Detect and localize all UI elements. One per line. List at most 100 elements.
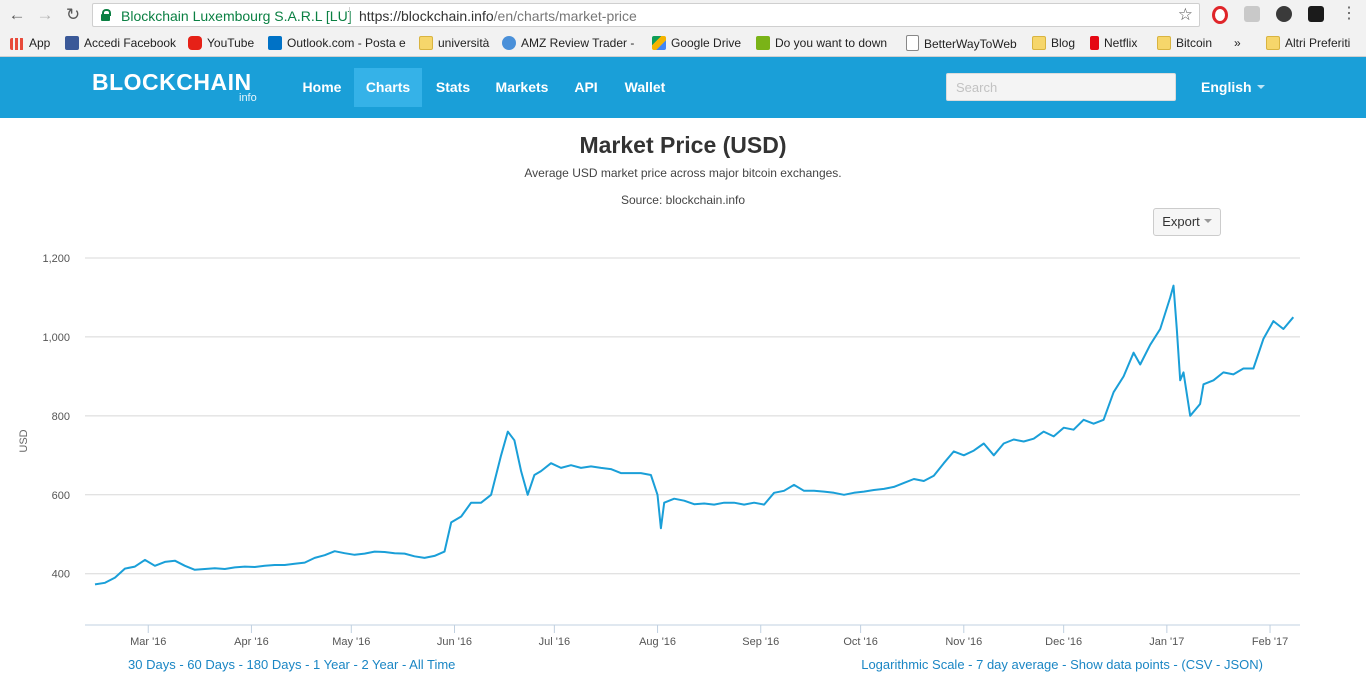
x-tick-label: Apr '16 [234,636,269,648]
search-input[interactable] [946,73,1176,101]
y-tick-label: 800 [52,411,70,423]
nav-charts[interactable]: Charts [354,68,422,107]
outlook-icon [268,36,282,50]
bookmark-universita[interactable]: università [419,35,489,53]
bookmark-star-icon[interactable]: ☆ [1177,5,1193,24]
bookmark-altri-preferiti[interactable]: Altri Preferiti [1266,35,1350,53]
x-tick-label: May '16 [332,636,370,648]
range-180-days[interactable]: 180 Days [246,657,302,672]
nav-home[interactable]: Home [302,79,342,95]
range-60-days[interactable]: 60 Days [187,657,235,672]
bookmark-label: università [438,36,490,50]
bookmark-label: Netflix [1104,36,1138,50]
nav-markets[interactable]: Markets [495,79,549,95]
bookmarks-overflow[interactable]: » [1234,35,1241,53]
show-data-points-link[interactable]: Show data points [1070,657,1170,672]
folder-icon [1032,36,1046,50]
folder-icon [419,36,433,50]
nav-api[interactable]: API [574,79,598,95]
y-tick-label: 600 [52,490,70,502]
address-bar[interactable]: Blockchain Luxembourg S.A.R.L [LU] https… [92,3,1200,27]
range-1-year[interactable]: 1 Year [313,657,350,672]
bookmark-label: Outlook.com - Posta e [287,36,406,50]
bookmark-download[interactable]: Do you want to down [756,35,892,53]
folder-icon [1157,36,1171,50]
bookmark-betterwaytoweb[interactable]: BetterWayToWeb [906,35,1017,53]
bookmark-outlook[interactable]: Outlook.com - Posta e [268,35,406,53]
y-tick-label: 1,200 [42,253,70,265]
extension-tb-icon[interactable] [1244,6,1260,22]
chart-source: Source: blockchain.info [620,193,746,207]
url-path: /en/charts/market-price [493,8,637,24]
language-label: English [1201,79,1252,95]
chart-title: Market Price (USD) [579,132,787,158]
bookmark-label: BetterWayToWeb [924,37,1017,51]
y-tick-label: 1,000 [42,332,70,344]
bookmark-youtube[interactable]: YouTube [188,35,254,53]
x-tick-label: Jan '17 [1149,636,1184,648]
bookmark-label: YouTube [207,36,255,50]
bookmark-drive[interactable]: Google Drive [652,35,741,53]
extension-bird-icon[interactable] [1276,6,1292,22]
extension-b-icon[interactable] [1308,6,1324,22]
refresh-icon [502,36,516,50]
url-text[interactable]: https://blockchain.info/en/charts/market… [359,8,637,24]
x-tick-label: Feb '17 [1252,636,1288,648]
x-tick-label: Nov '16 [945,636,982,648]
bookmark-label: Google Drive [671,36,742,50]
bookmark-label: AMZ Review Trader - [521,36,635,50]
bookmark-label: Accedi Facebook [84,36,177,50]
nav-wallet[interactable]: Wallet [624,79,666,95]
caret-down-icon [1256,85,1265,89]
x-tick-label: Jun '16 [437,636,472,648]
chart-subtitle: Average USD market price across major bi… [524,166,842,180]
lock-icon [101,9,111,21]
range-links: 30 Days - 60 Days - 180 Days - 1 Year - … [128,657,456,672]
netflix-icon [1090,36,1099,50]
reload-icon[interactable]: ↻ [65,5,81,24]
range-2-year[interactable]: 2 Year [361,657,399,672]
bookmark-app[interactable]: App [10,35,50,53]
export-button[interactable]: Export [1153,208,1221,236]
url-host: https://blockchain.info [359,8,494,24]
bookmark-amz[interactable]: AMZ Review Trader - [502,35,638,53]
bookmark-blog[interactable]: Blog [1032,35,1075,53]
bookmark-label: » [1234,36,1241,50]
bookmarks-bar: App Accedi Facebook YouTube Outlook.com … [0,30,1366,57]
blockchain-logo[interactable]: BLOCKCHAIN [92,69,252,95]
y-axis-label: USD [18,429,30,452]
bookmark-label: Altri Preferiti [1285,36,1351,50]
x-tick-label: Oct '16 [843,636,878,648]
range-all-time[interactable]: All Time [409,657,456,672]
seven-day-average-link[interactable]: 7 day average [976,657,1059,672]
back-arrow-icon[interactable]: ← [8,5,26,24]
x-tick-label: Sep '16 [742,636,779,648]
bookmark-facebook[interactable]: Accedi Facebook [65,35,176,53]
csv-json-link[interactable]: (CSV - JSON) [1181,657,1263,672]
forward-arrow-icon[interactable]: → [36,5,54,24]
x-tick-label: Mar '16 [130,636,166,648]
download-icon [756,36,770,50]
nav-stats[interactable]: Stats [435,79,471,95]
language-dropdown[interactable]: English [1201,79,1265,95]
menu-dots-icon[interactable]: ⋮ [1341,5,1357,22]
price-line [94,284,1295,586]
drive-icon [652,36,666,50]
range-30-days[interactable]: 30 Days [128,657,176,672]
folder-icon [1266,36,1280,50]
page-icon [906,35,919,51]
x-tick-label: Jul '16 [539,636,570,648]
bookmark-netflix[interactable]: Netflix [1090,35,1137,53]
bookmark-bitcoin[interactable]: Bitcoin [1157,35,1212,53]
apps-grid-icon [10,38,24,50]
opera-icon[interactable] [1212,6,1228,24]
bookmark-label: Bitcoin [1176,36,1213,50]
caret-down-icon [1203,219,1212,223]
browser-toolbar: ← → ↻ Blockchain Luxembourg S.A.R.L [LU]… [0,0,1366,30]
x-tick-label: Aug '16 [639,636,676,648]
security-name: Blockchain Luxembourg S.A.R.L [LU] [121,8,352,24]
logarithmic-scale-link[interactable]: Logarithmic Scale [861,657,965,672]
bookmark-label: Do you want to down [775,36,888,50]
y-tick-label: 400 [52,569,70,581]
site-header: BLOCKCHAIN info Home Charts Stats Market… [0,57,1366,118]
